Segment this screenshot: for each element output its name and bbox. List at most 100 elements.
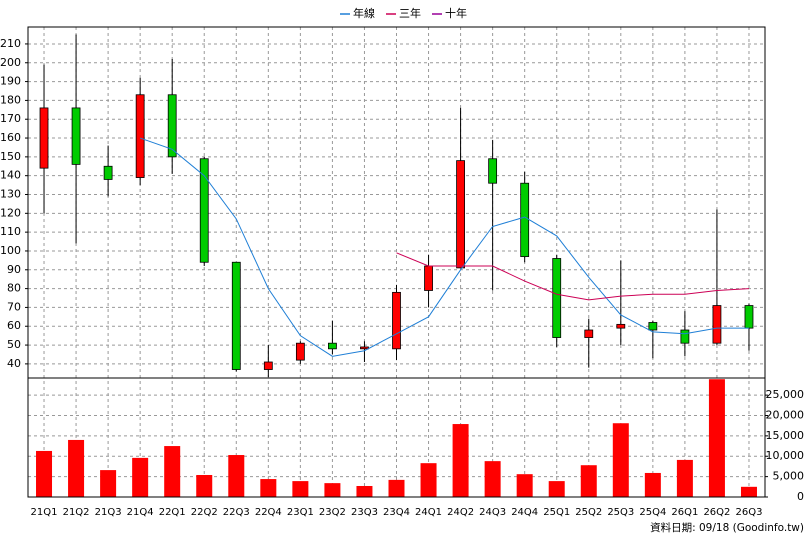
candle-body: [680, 329, 690, 344]
x-tick-label: 26Q3: [735, 507, 762, 518]
bar: [36, 450, 53, 497]
line-series: [139, 137, 749, 357]
x-tick-label: 24Q4: [511, 507, 538, 518]
bar: [164, 446, 181, 497]
candle-body: [584, 329, 594, 338]
bar: [132, 457, 149, 497]
x-tick-label: 26Q1: [671, 507, 698, 518]
bar: [388, 479, 405, 497]
y-tick-label: 10,000: [766, 449, 805, 462]
bar: [740, 486, 757, 497]
x-tick-label: 25Q1: [543, 507, 570, 518]
bar: [100, 470, 117, 497]
x-tick-label: 22Q4: [255, 507, 282, 518]
y-tick-label: 190: [0, 75, 21, 88]
y-tick-label: 40: [7, 357, 21, 370]
candle-body: [295, 342, 305, 361]
bar: [516, 474, 533, 497]
x-tick-label: 22Q3: [223, 507, 250, 518]
bar: [612, 423, 629, 497]
legend-label: 年線: [353, 6, 375, 20]
plot-frame: [27, 26, 766, 498]
bar: [484, 461, 501, 497]
candle-body: [712, 305, 722, 344]
x-tick-label: 23Q1: [287, 507, 314, 518]
candle-body: [392, 291, 401, 350]
y-tick-label: 50: [7, 338, 21, 351]
source-note: 資料日期: 09/18 (Goodinfo.tw): [650, 521, 804, 534]
candle-body: [135, 94, 145, 178]
y-tick-label: 60: [7, 319, 21, 332]
bar: [196, 474, 213, 497]
x-tick-label: 25Q3: [607, 507, 634, 518]
bar: [548, 481, 565, 497]
candle-body: [71, 107, 81, 165]
x-tick-label: 24Q1: [415, 507, 442, 518]
candle-body: [167, 94, 177, 158]
candle-body: [424, 265, 433, 291]
candle-body: [648, 322, 658, 331]
x-tick-label: 23Q3: [351, 507, 378, 518]
y-tick-label: 200: [0, 56, 21, 69]
y-tick-label: 100: [0, 244, 21, 257]
x-tick-label: 22Q2: [191, 507, 218, 518]
x-tick-label: 21Q3: [95, 507, 122, 518]
legend-label: 十年: [445, 6, 467, 20]
candle-body: [744, 305, 754, 329]
line-series: [396, 252, 750, 301]
candle-body: [39, 107, 49, 169]
candle-body: [552, 258, 562, 338]
bar: [580, 465, 597, 497]
candle-body: [231, 261, 241, 370]
y-tick-label: 70: [7, 300, 21, 313]
y-tick-label: 160: [0, 131, 21, 144]
y-tick-label: 90: [7, 263, 21, 276]
y-tick-label: 180: [0, 93, 21, 106]
x-tick-label: 24Q3: [479, 507, 506, 518]
candle-body: [488, 158, 498, 184]
bar: [708, 379, 725, 497]
x-tick-label: 22Q1: [159, 507, 186, 518]
x-tick-label: 23Q4: [383, 507, 410, 518]
x-tick-label: 25Q2: [575, 507, 602, 518]
y-tick-label: 170: [0, 112, 21, 125]
y-tick-label: 140: [0, 169, 21, 182]
y-tick-label: 80: [7, 282, 21, 295]
x-tick-label: 23Q2: [319, 507, 346, 518]
x-tick-label: 21Q2: [63, 507, 90, 518]
candle-body: [199, 158, 209, 263]
y-tick-label: 130: [0, 188, 21, 201]
bar: [356, 485, 373, 497]
y-tick-label: 120: [0, 206, 21, 219]
bar: [644, 472, 661, 497]
bar: [452, 424, 469, 497]
y-tick-label: 0: [797, 490, 804, 503]
y-tick-label: 15,000: [766, 429, 805, 442]
bar: [292, 481, 309, 497]
bar: [420, 463, 437, 497]
candle-body: [616, 323, 626, 329]
y-tick-label: 5,000: [773, 470, 805, 483]
bar: [676, 459, 693, 497]
y-tick-label: 110: [0, 225, 21, 238]
candle-body: [456, 160, 465, 269]
x-tick-label: 21Q4: [127, 507, 154, 518]
candle-body: [360, 346, 369, 350]
bar: [228, 455, 245, 497]
y-tick-label: 25,000: [766, 388, 805, 401]
candle-body: [328, 342, 337, 350]
bar: [260, 479, 277, 497]
bar: [68, 439, 85, 497]
x-tick-label: 25Q4: [639, 507, 666, 518]
y-tick-label: 20,000: [766, 408, 805, 421]
x-tick-label: 26Q2: [703, 507, 730, 518]
candle-body: [263, 361, 273, 370]
candle-body: [103, 165, 113, 180]
candle-body: [520, 182, 530, 258]
legend-label: 三年: [399, 6, 421, 20]
bar: [324, 483, 341, 497]
y-tick-label: 210: [0, 37, 21, 50]
x-tick-label: 24Q2: [447, 507, 474, 518]
